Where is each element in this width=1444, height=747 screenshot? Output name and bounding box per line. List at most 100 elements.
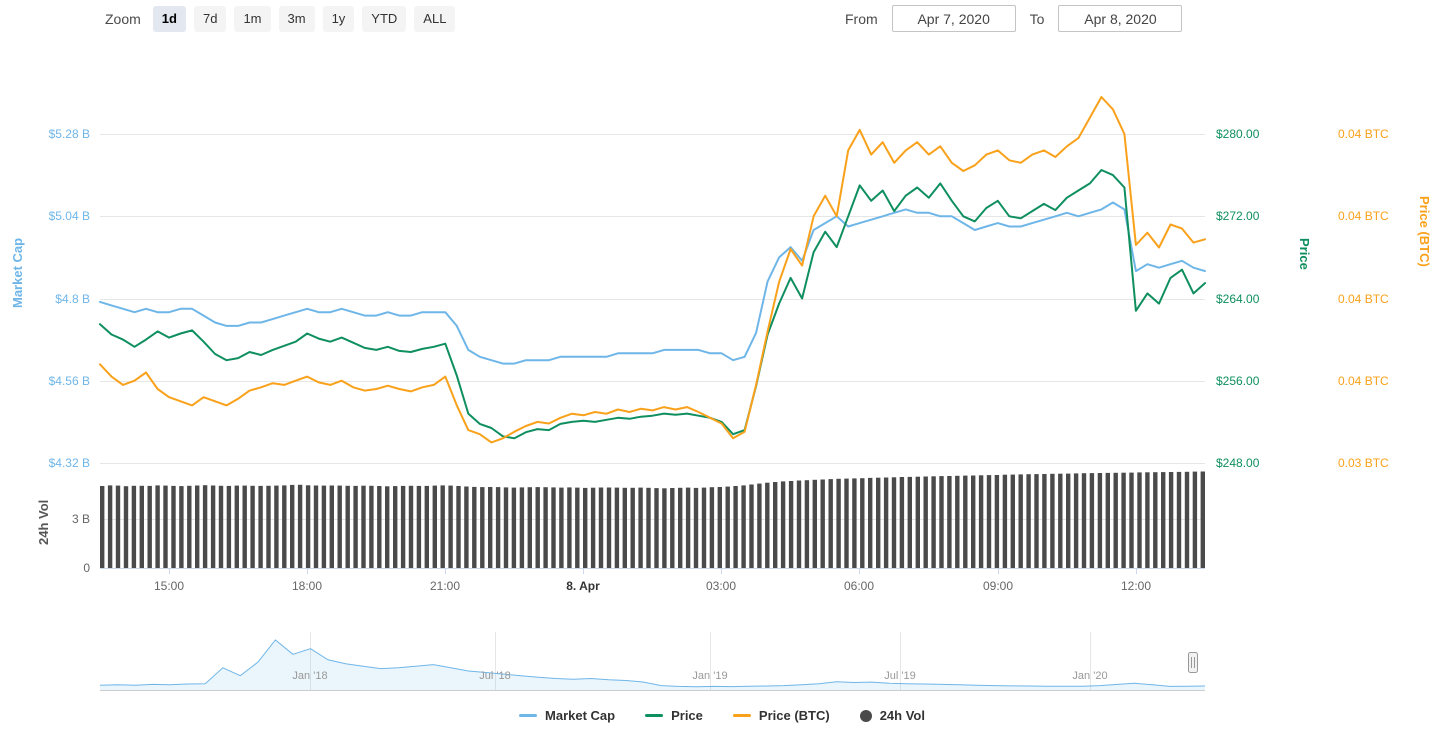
volume-bar: [456, 486, 461, 568]
legend-item-price[interactable]: Price: [645, 708, 703, 723]
volume-bar: [250, 485, 255, 568]
navigator-series: [99, 639, 1206, 690]
volume-bar: [416, 485, 422, 568]
volume-bar: [986, 475, 992, 568]
zoom-button-ytd[interactable]: YTD: [362, 6, 407, 32]
price-tick-label: $280.00: [1216, 127, 1260, 141]
volume-bar: [480, 487, 485, 568]
price-axis-title: Price: [1297, 238, 1312, 270]
x-axis-label-day: 8. Apr: [566, 579, 600, 593]
legend-item-market-cap[interactable]: Market Cap: [519, 708, 615, 723]
navigator-label: Jan '20: [1072, 670, 1108, 682]
volume-bar: [1010, 474, 1015, 568]
zoom-button-1d[interactable]: 1d: [152, 6, 186, 32]
to-date-input[interactable]: [1058, 5, 1183, 32]
volume-bar: [234, 485, 239, 568]
x-axis-label: 15:00: [153, 579, 185, 593]
volume-tick-label: 0: [83, 561, 90, 575]
to-label: To: [1029, 10, 1045, 27]
volume-bar: [1002, 474, 1008, 568]
volume-bar: [836, 478, 841, 568]
volume-bar: [773, 482, 778, 568]
volume-bar: [1050, 473, 1055, 568]
legend-label: Price (BTC): [758, 708, 830, 723]
legend: Market Cap Price Price (BTC) 24h Vol: [0, 708, 1444, 723]
volume-bar: [147, 485, 152, 568]
navigator-label: Jul '19: [884, 670, 916, 682]
volume-bar: [1034, 474, 1039, 568]
volume-bar: [551, 487, 556, 568]
navigator-label: Jan '19: [692, 670, 728, 682]
zoom-button-3m[interactable]: 3m: [278, 6, 315, 32]
volume-bar: [971, 475, 976, 568]
x-axis-label: 03:00: [705, 579, 737, 593]
volume-bar: [567, 487, 572, 568]
volume-bar: [266, 485, 271, 568]
volume-bar: [1097, 473, 1103, 568]
volume-bar: [923, 476, 928, 568]
volume-bar: [258, 485, 263, 568]
volume-bar: [1145, 472, 1150, 568]
volume-bar: [780, 481, 786, 568]
volume-bar: [915, 476, 920, 568]
zoom-button-all[interactable]: ALL: [414, 6, 456, 32]
volume-bar: [868, 477, 873, 568]
volume-bar: [1168, 472, 1174, 568]
zoom-button-1y[interactable]: 1y: [322, 6, 355, 32]
volume-bar: [685, 487, 691, 568]
volume-bar: [408, 485, 414, 568]
market-cap-axis-title: Market Cap: [10, 237, 25, 308]
volume-bar: [1121, 472, 1126, 568]
legend-item-24h-vol[interactable]: 24h Vol: [859, 708, 925, 723]
handle-body[interactable]: [1188, 652, 1198, 673]
volume-bar: [1184, 471, 1190, 568]
volume-bar: [345, 485, 350, 568]
volume-bar: [472, 486, 477, 568]
volume-bar: [274, 485, 279, 568]
volume-bar: [440, 485, 445, 568]
volume-bar: [123, 486, 129, 568]
volume-bar: [590, 487, 596, 568]
volume-bar: [163, 485, 168, 568]
navigator-handle[interactable]: [1188, 652, 1198, 673]
from-date-input[interactable]: [891, 5, 1016, 32]
volume-bar: [622, 487, 627, 568]
price-btc-tick-label: 0.04 BTC: [1338, 209, 1389, 223]
volume-bar: [947, 476, 952, 568]
price-tick-label: $248.00: [1216, 456, 1260, 470]
price-btc-axis-title: Price (BTC): [1417, 196, 1432, 267]
volume-bar: [1066, 473, 1071, 568]
zoom-button-1m[interactable]: 1m: [234, 6, 271, 32]
volume-bar: [701, 487, 707, 568]
volume-bar: [297, 484, 303, 568]
price-legend-marker: [645, 714, 664, 717]
volume-bar: [646, 487, 651, 568]
market-cap-tick-label: $5.28 B: [48, 127, 90, 141]
volume-bar: [939, 476, 944, 568]
volume-bar: [614, 487, 620, 568]
volume-bar: [195, 485, 200, 568]
volume-bar: [1113, 472, 1118, 568]
volume-bar: [313, 485, 319, 568]
volume-bar: [670, 488, 675, 568]
navigator-line: [99, 639, 1206, 688]
zoom-button-7d[interactable]: 7d: [193, 6, 227, 32]
volume-bar: [171, 485, 176, 568]
volume-bar: [1081, 473, 1087, 568]
volume-bar: [131, 485, 137, 568]
volume-bar: [907, 476, 912, 568]
volume-bar: [812, 479, 817, 568]
volume-bar: [179, 486, 184, 568]
volume-bar: [955, 475, 960, 568]
volume-bar: [1200, 471, 1205, 568]
volume-bar: [202, 485, 208, 568]
volume-axis-title: 24h Vol: [36, 499, 51, 545]
legend-label: Market Cap: [545, 708, 616, 723]
volume-bar: [733, 486, 738, 568]
volume-bar: [400, 485, 406, 568]
market-cap-tick-label: $5.04 B: [48, 209, 90, 223]
navigator[interactable]: [99, 632, 1206, 691]
volume-bar: [527, 487, 532, 568]
legend-item-price-btc[interactable]: Price (BTC): [732, 708, 830, 723]
